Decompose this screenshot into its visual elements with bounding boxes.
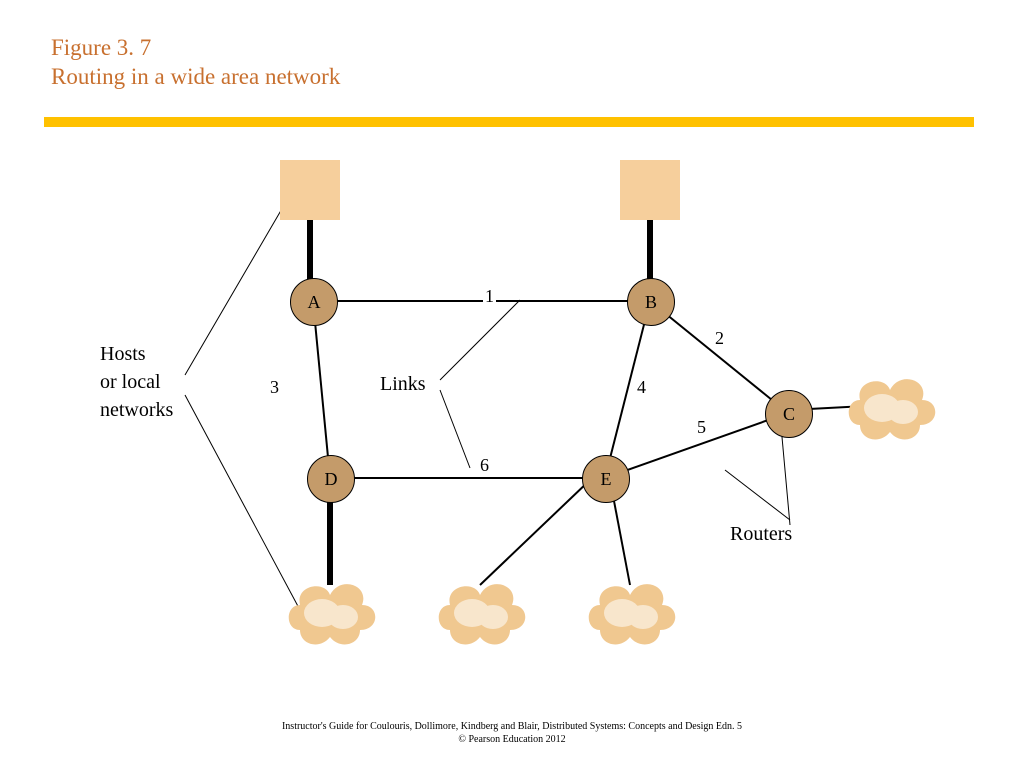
router-A: A <box>290 278 338 326</box>
divider-bar <box>44 117 974 127</box>
footer: Instructor's Guide for Coulouris, Dollim… <box>0 720 1024 746</box>
router-C: C <box>765 390 813 438</box>
title-line2: Routing in a wide area network <box>51 64 340 89</box>
label-hosts-1: Hosts <box>100 343 146 365</box>
host-b <box>620 160 680 220</box>
edge-label-4: 4 <box>635 377 648 398</box>
edge-B-C <box>650 301 788 413</box>
cloud-e2 <box>580 560 680 660</box>
host-a <box>280 160 340 220</box>
edge-label-2: 2 <box>713 328 726 349</box>
label-hosts: Hosts or local networks <box>100 340 173 424</box>
annot-line-0 <box>185 195 290 375</box>
edge-label-3: 3 <box>268 377 281 398</box>
title-line1: Figure 3. 7 <box>51 35 151 60</box>
annot-line-4 <box>725 470 790 520</box>
edge-label-6: 6 <box>478 455 491 476</box>
edge-label-5: 5 <box>695 417 708 438</box>
label-routers: Routers <box>730 520 792 548</box>
footer-line1: Instructor's Guide for Coulouris, Dollim… <box>282 721 742 732</box>
label-hosts-2: or local <box>100 371 161 393</box>
router-D: D <box>307 455 355 503</box>
annot-line-2 <box>440 300 520 380</box>
annot-line-3 <box>440 390 470 468</box>
figure-title: Figure 3. 7 Routing in a wide area netwo… <box>51 34 340 92</box>
label-hosts-3: networks <box>100 399 173 421</box>
router-B: B <box>627 278 675 326</box>
edge-label-1: 1 <box>483 286 496 307</box>
label-routers-text: Routers <box>730 523 792 545</box>
label-links-text: Links <box>380 373 426 395</box>
label-links: Links <box>380 370 426 398</box>
cloud-d <box>280 560 380 660</box>
router-E: E <box>582 455 630 503</box>
cloud-c <box>840 360 940 450</box>
footer-line2: © Pearson Education 2012 <box>458 734 565 745</box>
cloud-e1 <box>430 560 530 660</box>
edge-A-D <box>313 301 330 478</box>
